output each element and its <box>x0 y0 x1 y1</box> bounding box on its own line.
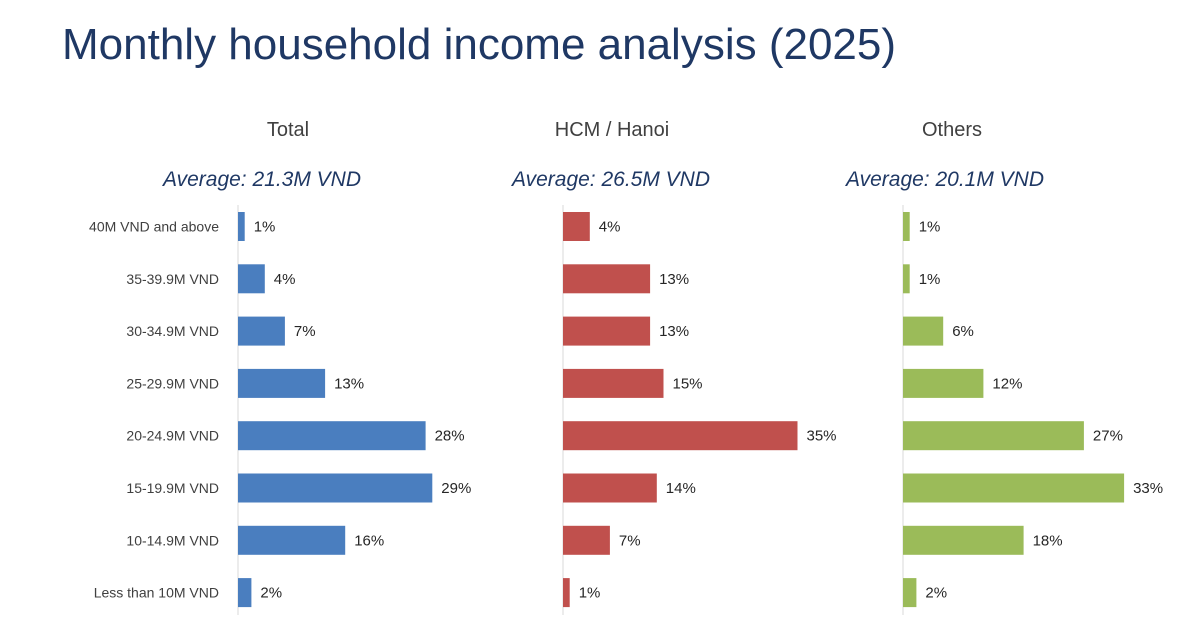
bar-total <box>238 368 326 398</box>
bar-total <box>238 212 245 241</box>
data-label-others: 1% <box>919 271 941 288</box>
panel-average-total: Average: 21.3M VND <box>161 168 361 191</box>
data-label-hcm-hanoi: 13% <box>659 323 689 340</box>
panel-title-others: Others <box>922 119 982 141</box>
bar-hcm-hanoi <box>563 525 610 555</box>
bar-hcm-hanoi <box>563 578 570 608</box>
bar-total <box>238 264 265 294</box>
bar-others <box>903 578 917 608</box>
data-label-total: 16% <box>354 532 384 549</box>
panel-average-hcm-hanoi: Average: 26.5M VND <box>510 168 710 191</box>
bar-others <box>903 264 910 294</box>
category-label: 40M VND and above <box>89 219 219 235</box>
data-label-total: 1% <box>254 219 276 236</box>
category-label: 15-19.9M VND <box>126 480 219 496</box>
data-label-others: 2% <box>925 585 947 602</box>
bar-hcm-hanoi <box>563 368 664 398</box>
panel-average-others: Average: 20.1M VND <box>844 168 1044 191</box>
bar-others <box>903 473 1125 503</box>
data-label-hcm-hanoi: 13% <box>659 271 689 288</box>
bar-hcm-hanoi <box>563 316 651 346</box>
data-label-total: 29% <box>441 480 471 497</box>
category-label: Less than 10M VND <box>94 585 219 601</box>
data-label-total: 28% <box>435 428 465 445</box>
data-label-hcm-hanoi: 4% <box>599 219 621 236</box>
bar-total <box>238 316 285 346</box>
category-label: 20-24.9M VND <box>126 428 219 444</box>
bar-others <box>903 525 1024 555</box>
data-label-hcm-hanoi: 1% <box>579 585 601 602</box>
data-label-hcm-hanoi: 15% <box>673 375 703 392</box>
bar-total <box>238 473 433 503</box>
bar-total <box>238 525 346 555</box>
data-label-others: 18% <box>1033 532 1063 549</box>
data-label-others: 1% <box>919 219 941 236</box>
category-label: 10-14.9M VND <box>126 532 219 548</box>
data-label-total: 2% <box>260 585 282 602</box>
panel-title-hcm-hanoi: HCM / Hanoi <box>555 119 669 141</box>
bar-others <box>903 316 944 346</box>
bar-others <box>903 421 1084 451</box>
bar-hcm-hanoi <box>563 473 657 503</box>
bar-hcm-hanoi <box>563 212 590 241</box>
bar-total <box>238 421 426 451</box>
data-label-total: 7% <box>294 323 316 340</box>
category-label: 30-34.9M VND <box>126 323 219 339</box>
category-label: 25-29.9M VND <box>126 375 219 391</box>
category-label: 35-39.9M VND <box>126 271 219 287</box>
data-label-total: 4% <box>274 271 296 288</box>
bar-others <box>903 368 984 398</box>
bar-hcm-hanoi <box>563 264 651 294</box>
data-label-others: 27% <box>1093 428 1123 445</box>
data-label-hcm-hanoi: 35% <box>807 428 837 445</box>
bar-total <box>238 578 252 608</box>
page-title: Monthly household income analysis (2025) <box>62 20 897 69</box>
data-label-others: 33% <box>1133 480 1163 497</box>
data-label-total: 13% <box>334 375 364 392</box>
data-label-others: 6% <box>952 323 974 340</box>
bar-hcm-hanoi <box>563 421 798 451</box>
panel-title-total: Total <box>267 119 309 141</box>
data-label-hcm-hanoi: 14% <box>666 480 696 497</box>
data-label-others: 12% <box>992 375 1022 392</box>
data-label-hcm-hanoi: 7% <box>619 532 641 549</box>
bar-others <box>903 212 910 241</box>
